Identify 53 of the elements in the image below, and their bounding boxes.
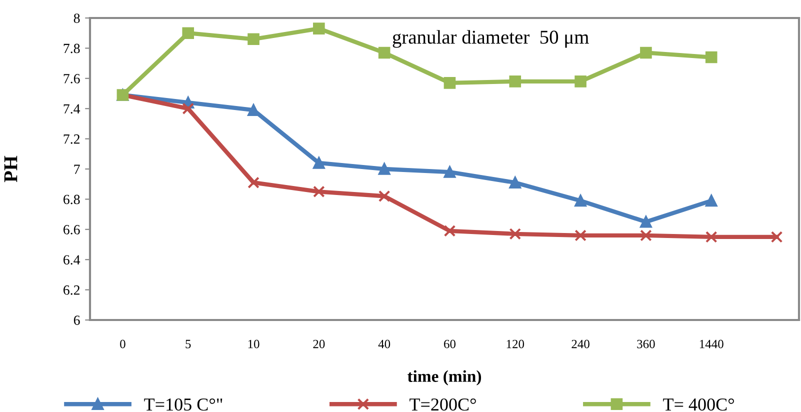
point (378, 190, 390, 202)
y-tick-label: 7.8 (64, 44, 80, 54)
point (313, 157, 325, 169)
point (378, 163, 390, 175)
point (248, 33, 260, 46)
point (574, 230, 586, 242)
legend-label: T= 400C° (663, 398, 734, 411)
x-tick-label: 20 (313, 340, 325, 348)
x-tick-label: 10 (248, 340, 260, 348)
point (444, 77, 456, 89)
y-tick-label: 7.2 (64, 134, 80, 144)
y-tick-label: 7 (74, 164, 80, 174)
y-tick-label: 6.6 (64, 225, 80, 234)
legend-label: T=200C° (410, 398, 476, 411)
point (705, 51, 718, 64)
point (313, 22, 325, 34)
x-axis-title: time (min) (408, 370, 482, 386)
legend-label: T=105 C°" (144, 398, 222, 411)
point (640, 216, 652, 228)
x-tick-label: 120 (506, 340, 524, 348)
y-tick-label: 6.4 (64, 255, 80, 265)
point (182, 27, 194, 40)
x-tick-label: 5 (186, 340, 191, 348)
y-tick-label: 7.6 (64, 74, 80, 84)
y-tick-label: 6.8 (64, 194, 80, 204)
x-tick-label: 60 (444, 340, 456, 348)
point (705, 231, 718, 243)
y-tick-label: 8 (74, 14, 80, 23)
point (640, 46, 652, 59)
point (378, 46, 390, 59)
point (509, 228, 522, 240)
x-tick-label: 1440 (700, 340, 724, 348)
point (770, 231, 783, 243)
x-tick-label: 240 (572, 340, 590, 348)
annotation: granular diameter 50 μm (392, 30, 589, 48)
point (705, 194, 718, 207)
point (640, 230, 652, 242)
point (182, 102, 194, 115)
x-tick-label: 360 (637, 340, 655, 348)
point (509, 76, 522, 88)
y-axis-title: PH (4, 156, 18, 182)
x-tick-label: 0 (120, 340, 126, 348)
y-tick-label: 6 (74, 316, 80, 325)
point (574, 76, 586, 88)
point (509, 176, 522, 188)
point (444, 166, 456, 178)
point (444, 225, 456, 237)
point (313, 186, 325, 198)
y-tick-label: 6.2 (64, 285, 80, 295)
y-tick-label: 7.4 (64, 104, 80, 114)
point (574, 194, 586, 207)
x-tick-label: 40 (378, 340, 390, 348)
point (248, 176, 260, 188)
